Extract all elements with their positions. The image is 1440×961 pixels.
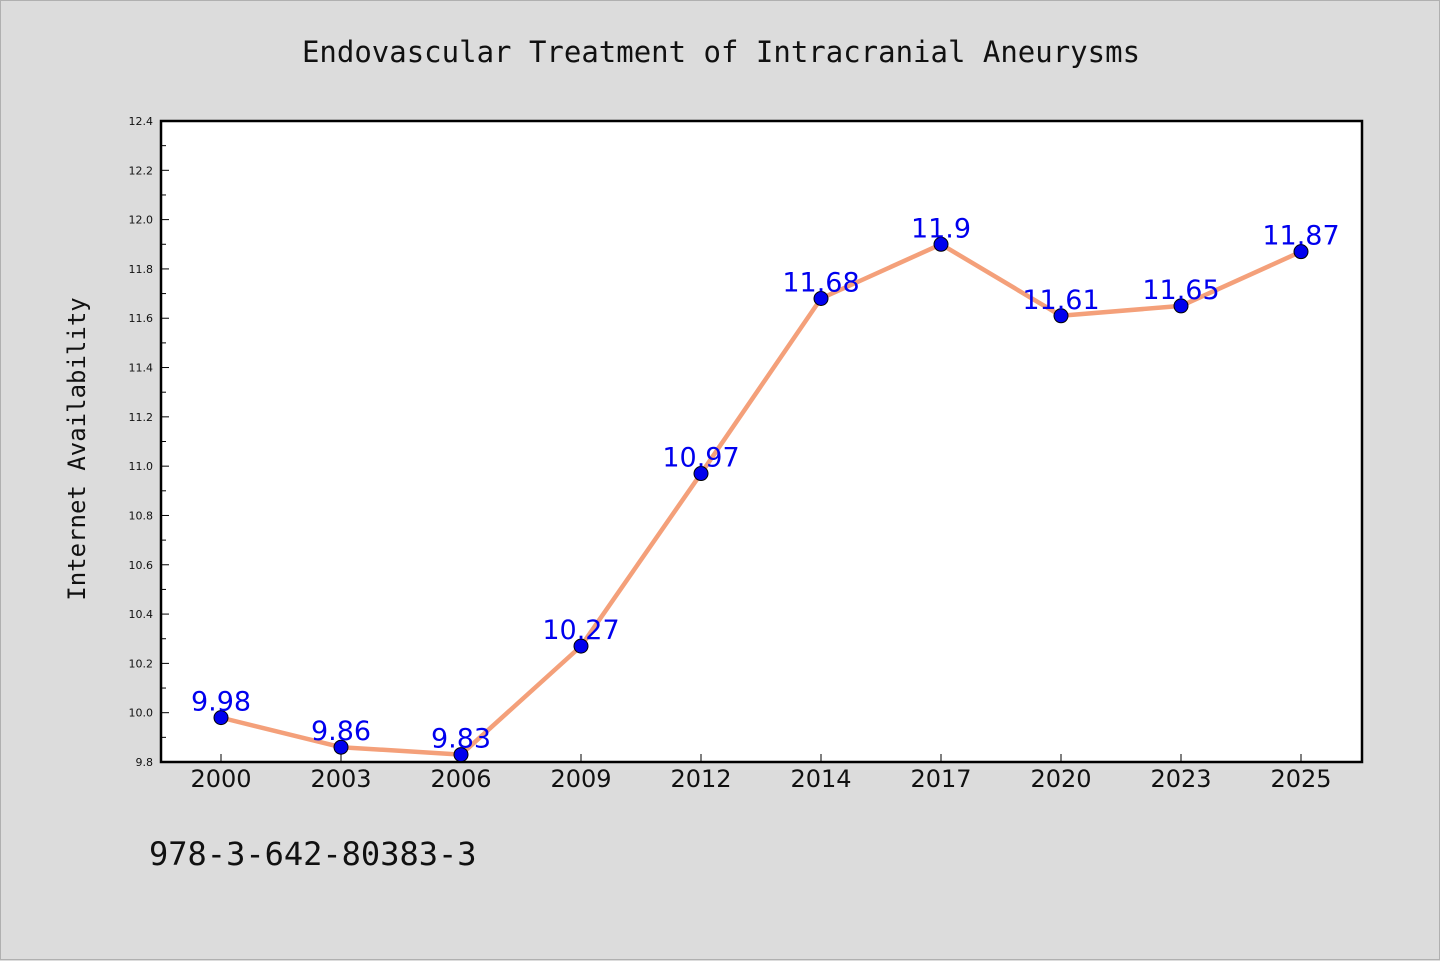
y-tick-label: 10.8 — [129, 509, 154, 522]
data-point — [213, 710, 229, 726]
y-tick-label: 10.2 — [129, 657, 154, 670]
y-tick-label: 11.8 — [129, 263, 154, 276]
series: 9.98 9.86 9.83 10.27 10.97 11.68 11.9 11.61 11.6… — [191, 213, 1340, 763]
series-line — [220, 242, 1302, 757]
data-label: 9.98 — [191, 687, 251, 718]
x-tick-label: 2003 — [310, 765, 371, 793]
data-point — [453, 747, 469, 763]
x-tick-label: 2006 — [430, 765, 491, 793]
x-tick-label: 2023 — [1150, 765, 1211, 793]
y-tick-label: 10.0 — [129, 707, 154, 720]
x-tick-label: 2014 — [790, 765, 851, 793]
data-point — [693, 466, 709, 482]
data-point — [813, 291, 829, 307]
y-tick-label: 12.4 — [129, 115, 154, 128]
x-tick-label: 2020 — [1030, 765, 1091, 793]
data-point — [1293, 244, 1309, 260]
x-axis: 2000 2003 2006 2009 2012 2014 2017 2020 2023 2025 — [190, 754, 1332, 793]
data-label: 10.97 — [662, 443, 739, 474]
x-tick-label: 2012 — [670, 765, 731, 793]
x-tick-label: 2025 — [1270, 765, 1331, 793]
data-point — [1053, 308, 1069, 324]
y-tick-label: 11.6 — [129, 312, 154, 325]
data-point — [573, 638, 589, 654]
data-point — [333, 739, 349, 755]
y-tick-label: 10.6 — [129, 559, 154, 572]
x-tick-label: 2009 — [550, 765, 611, 793]
x-tick-label: 2017 — [910, 765, 971, 793]
data-label: 11.9 — [911, 213, 971, 244]
plot-area — [159, 119, 1364, 764]
y-tick-label: 12.2 — [129, 164, 154, 177]
y-axis-label: Internet Availability — [63, 297, 91, 600]
data-label: 11.65 — [1142, 275, 1219, 306]
data-label: 11.68 — [782, 268, 859, 299]
data-label: 11.87 — [1262, 221, 1339, 252]
y-tick-label: 10.4 — [129, 608, 154, 621]
y-tick-label: 12.0 — [129, 214, 154, 227]
data-label: 10.27 — [542, 615, 619, 646]
y-tick-label: 11.2 — [129, 411, 154, 424]
data-point — [933, 236, 949, 252]
x-tick-label: 2000 — [190, 765, 251, 793]
data-point — [1173, 298, 1189, 314]
y-tick-label: 9.8 — [136, 756, 154, 769]
y-tick-label: 11.4 — [129, 362, 154, 375]
data-label: 11.61 — [1022, 285, 1099, 316]
isbn-text: 978-3-642-80383-3 — [149, 835, 477, 873]
y-tick-label: 11.0 — [129, 460, 154, 473]
data-label: 9.86 — [311, 716, 371, 747]
y-axis: 9.8 10.0 10.2 10.4 10.6 10.8 11.0 11.2 11.4 11.6 1… — [129, 115, 169, 769]
chart-title: Endovascular Treatment of Intracranial A… — [301, 35, 1141, 69]
data-label: 9.83 — [431, 724, 491, 755]
